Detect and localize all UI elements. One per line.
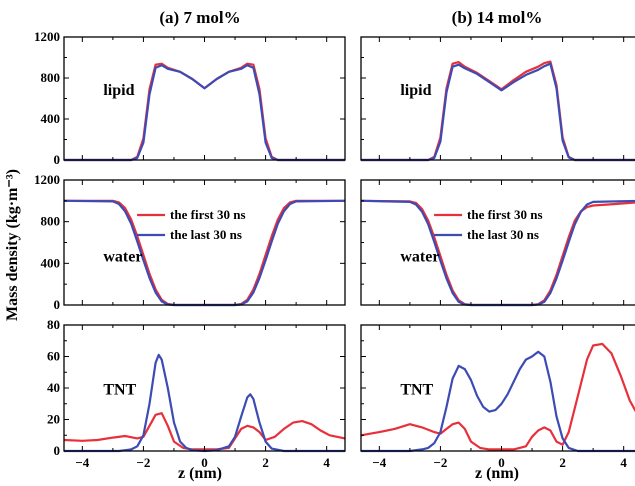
plot-frame (63, 179, 346, 306)
series-line-first (64, 62, 345, 162)
x-tick-label: −4 (372, 455, 386, 470)
series-line-last (361, 62, 635, 162)
panel-water-b: water the first 30 ns the last 30 ns (360, 179, 635, 307)
y-tick-label: 0 (54, 152, 61, 167)
panel-lipid-b: lipid (360, 36, 635, 162)
panel-label: TNT (103, 381, 136, 398)
y-tick-label: 1200 (34, 172, 60, 187)
series-line-last (361, 350, 635, 453)
x-tick-label: 2 (262, 455, 269, 470)
panel-label: lipid (103, 82, 134, 99)
x-tick-label: 4 (620, 455, 627, 470)
y-tick-label: 0 (54, 297, 61, 312)
x-tick-label: −2 (433, 455, 447, 470)
y-tick-label: 1200 (34, 29, 60, 44)
panel-label: lipid (400, 82, 431, 99)
series-line-first (361, 60, 635, 162)
x-tick-label: 4 (323, 455, 330, 470)
panel-label: water (103, 248, 142, 265)
x-tick-label: 0 (201, 455, 208, 470)
series-line-last (64, 353, 345, 453)
x-tick-label: 2 (559, 455, 566, 470)
series-line-first (63, 412, 346, 451)
y-tick-label: 0 (54, 443, 61, 458)
series-line-first (360, 342, 635, 451)
y-tick-label: 800 (41, 70, 61, 85)
legend-entry: the first 30 ns (467, 207, 542, 222)
y-tick-label: 20 (47, 412, 60, 427)
panel-label: TNT (400, 381, 433, 398)
legend-entry: the last 30 ns (467, 227, 539, 242)
y-tick-label: 60 (47, 349, 60, 364)
y-tick-label: 800 (41, 214, 61, 229)
x-tick-label: 0 (498, 455, 505, 470)
y-tick-label: 80 (47, 317, 60, 332)
y-axis-label: Mass density (kg·m⁻³) (4, 169, 21, 321)
panel-label: water (400, 248, 439, 265)
y-tick-label: 400 (41, 255, 61, 270)
panel-tnt-a: 0 20 40 60 80 −4 −2 0 2 4 TNT (47, 317, 346, 470)
x-tick-label: −4 (75, 455, 89, 470)
legend-entry: the first 30 ns (170, 207, 245, 222)
x-axis-label-a: z (nm) (178, 465, 222, 482)
column-title-b: (b) 14 mol% (452, 8, 543, 27)
plot-frame (360, 179, 635, 306)
panel-water-a: 0 400 800 1200 water the first 30 ns the last … (34, 172, 346, 312)
y-tick-label: 400 (41, 111, 61, 126)
column-title-a: (a) 7 mol% (159, 8, 240, 27)
series-line-last (64, 64, 345, 162)
legend-entry: the last 30 ns (170, 227, 242, 242)
panel-lipid-a: 0 400 800 1200 lipid (34, 29, 346, 167)
x-axis-label-b: z (nm) (475, 465, 519, 482)
panel-tnt-b: −4 −2 0 2 4 TNT (360, 324, 635, 470)
x-tick-label: −2 (136, 455, 150, 470)
y-tick-label: 40 (47, 380, 60, 395)
